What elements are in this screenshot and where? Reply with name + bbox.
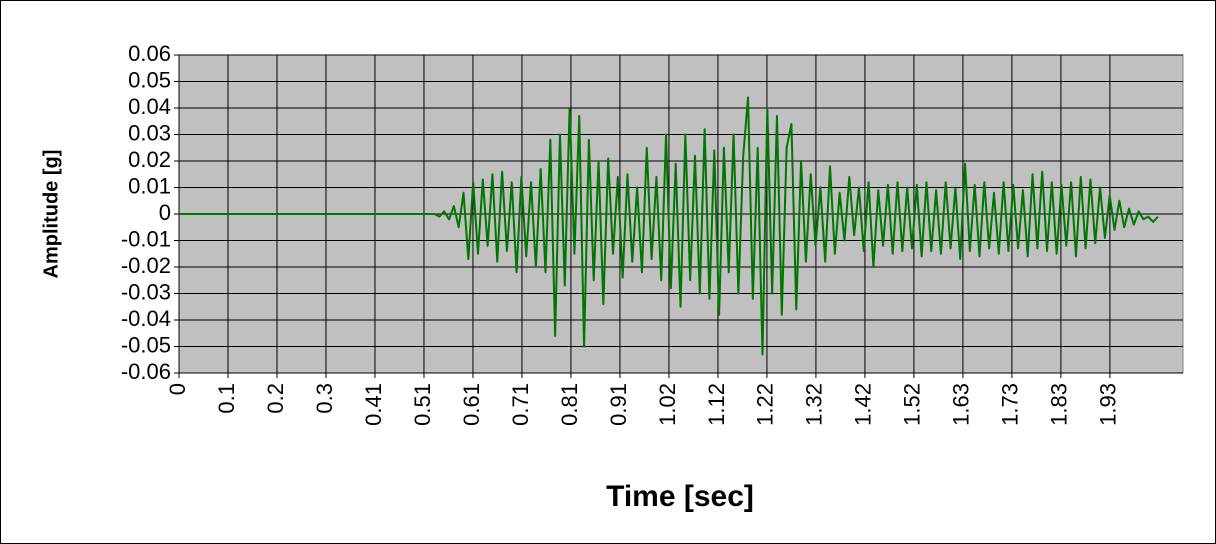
x-tick-label: 0.2 <box>263 383 288 414</box>
x-axis-title: Time [sec] <box>606 480 754 513</box>
x-tick-label: 1.32 <box>802 383 827 426</box>
y-tick-label: 0.03 <box>128 120 171 145</box>
x-tick-label: 1.73 <box>998 383 1023 426</box>
y-tick-label: -0.05 <box>121 332 171 357</box>
x-tick-label: 0.51 <box>410 383 435 426</box>
y-tick-label: 0.05 <box>128 67 171 92</box>
x-tick-label: 0.61 <box>459 383 484 426</box>
y-tick-label: 0.02 <box>128 147 171 172</box>
y-axis-title: Amplitude [g] <box>40 150 62 279</box>
x-tick-label: 0.91 <box>606 383 631 426</box>
y-tick-label: -0.04 <box>121 306 171 331</box>
x-tick-label: 1.83 <box>1047 383 1072 426</box>
y-tick-label: -0.01 <box>121 226 171 251</box>
y-tick-label: -0.06 <box>121 359 171 384</box>
y-tick-label: -0.02 <box>121 253 171 278</box>
x-tick-label: 1.93 <box>1096 383 1121 426</box>
x-tick-label: 1.42 <box>851 383 876 426</box>
y-tick-label: 0.06 <box>128 41 171 66</box>
x-tick-label: 0.3 <box>312 383 337 414</box>
x-tick-label: 1.22 <box>753 383 778 426</box>
x-tick-label: 1.12 <box>704 383 729 426</box>
x-tick-label: 1.02 <box>655 383 680 426</box>
y-tick-label: 0.04 <box>128 94 171 119</box>
data-line <box>179 96 1159 356</box>
x-tick-label: 0 <box>165 383 190 395</box>
y-tick-label: -0.03 <box>121 279 171 304</box>
x-tick-label: 1.63 <box>949 383 974 426</box>
x-tick-label: 0.71 <box>508 383 533 426</box>
y-tick-label: 0 <box>159 200 171 225</box>
x-tick-label: 1.52 <box>900 383 925 426</box>
y-tick-label: 0.01 <box>128 173 171 198</box>
x-tick-label: 0.1 <box>214 383 239 414</box>
x-tick-label: 0.41 <box>361 383 386 426</box>
x-tick-label: 0.81 <box>557 383 582 426</box>
